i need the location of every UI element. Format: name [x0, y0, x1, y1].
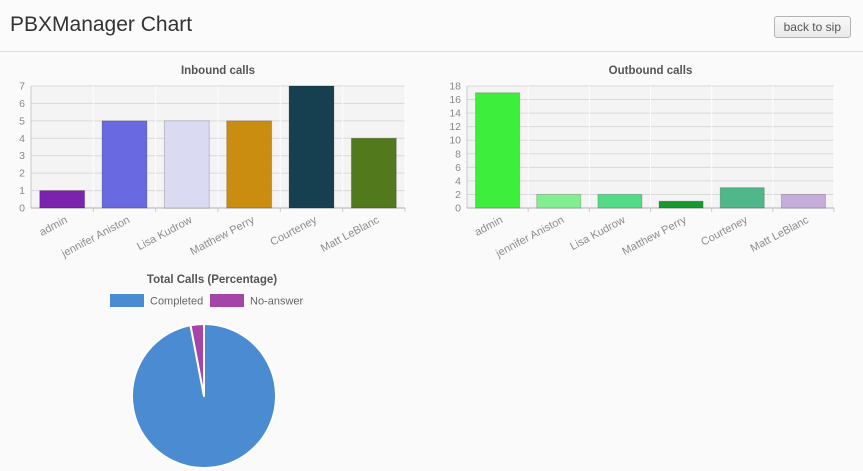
x-axis-label: Matthew Perry: [188, 214, 257, 258]
chart-title: Total Calls (Percentage): [147, 274, 277, 286]
y-axis-tick: 6: [19, 98, 25, 110]
legend-swatch-No-answer: [210, 294, 244, 307]
bar-Matt LeBlanc: [350, 137, 397, 209]
total-chart-canvas: Total Calls (Percentage) Completed No-answ…: [110, 274, 304, 469]
outbound-calls-chart: Outbound calls 0 2 4 6 8 10 12 14 16 18 admin jennif…: [435, 58, 848, 268]
y-axis-tick: 16: [449, 94, 461, 106]
y-axis-tick: 4: [455, 175, 461, 187]
bar-Courteney: [719, 187, 765, 209]
legend-label: No-answer: [250, 296, 304, 308]
bar-Courteney: [288, 85, 335, 209]
y-axis-tick: 18: [449, 81, 461, 93]
legend-label: Completed: [150, 296, 203, 308]
y-axis-tick: 3: [19, 150, 25, 162]
x-axis-label: jennifer Aniston: [59, 214, 132, 260]
y-axis-tick: 10: [449, 135, 461, 147]
y-axis-tick: 7: [19, 81, 25, 93]
legend-item-Completed[interactable]: Completed: [110, 294, 203, 308]
y-axis-tick: 12: [449, 121, 461, 133]
chart-title: Outbound calls: [609, 65, 693, 77]
x-axis-label: Lisa Kudrow: [568, 214, 627, 253]
bar-Lisa Kudrow: [597, 193, 643, 209]
bar-Matthew Perry: [226, 120, 273, 209]
x-axis-label: Courteney: [268, 214, 319, 249]
x-axis-label: admin: [473, 214, 505, 239]
bar-admin: [475, 92, 521, 209]
bar-Lisa Kudrow: [163, 120, 210, 209]
pie-slice-No-answer: [189, 323, 205, 397]
bar-Matthew Perry: [658, 200, 704, 209]
x-axis-label: admin: [37, 214, 69, 239]
chart-title: Inbound calls: [181, 65, 255, 77]
y-axis-tick: 6: [455, 162, 461, 174]
x-axis-label: Courteney: [699, 214, 750, 249]
bar-Matt LeBlanc: [780, 193, 826, 209]
y-axis-tick: 5: [19, 115, 25, 127]
y-axis-tick: 1: [19, 185, 25, 197]
y-axis-tick: 14: [449, 108, 461, 120]
y-axis-tick: 0: [455, 203, 461, 215]
bar-charts-row: Inbound calls 0 1 2 3 4 5 6 7 admin jennifer Anist…: [0, 58, 863, 268]
y-axis-tick: 4: [19, 133, 25, 145]
bar-admin: [39, 190, 86, 209]
x-axis-label: Matthew Perry: [620, 214, 689, 258]
charts-area: Inbound calls 0 1 2 3 4 5 6 7 admin jennifer Anist…: [0, 58, 863, 471]
inbound-calls-chart: Inbound calls 0 1 2 3 4 5 6 7 admin jennifer Anist…: [6, 58, 419, 268]
y-axis-tick: 2: [455, 189, 461, 201]
y-axis-tick: 0: [19, 203, 25, 215]
bar-jennifer Aniston: [101, 120, 148, 209]
x-axis-label: Matt LeBlanc: [319, 214, 382, 255]
y-axis-tick: 2: [19, 168, 25, 180]
bar-jennifer Aniston: [536, 193, 582, 209]
x-axis-label: Lisa Kudrow: [135, 214, 194, 253]
legend-swatch-Completed: [110, 294, 144, 307]
total-calls-pie-chart: Total Calls (Percentage) Completed No-answ…: [6, 268, 863, 471]
legend-item-No-answer[interactable]: No-answer: [210, 294, 304, 308]
back-to-sip-button[interactable]: back to sip: [773, 16, 851, 38]
x-axis-label: jennifer Aniston: [493, 214, 566, 260]
y-axis-tick: 8: [455, 148, 461, 160]
page-title: PBXManager Chart: [10, 13, 193, 36]
page-header: PBXManager Chart back to sip: [0, 0, 863, 52]
x-axis-label: Matt LeBlanc: [749, 214, 812, 255]
